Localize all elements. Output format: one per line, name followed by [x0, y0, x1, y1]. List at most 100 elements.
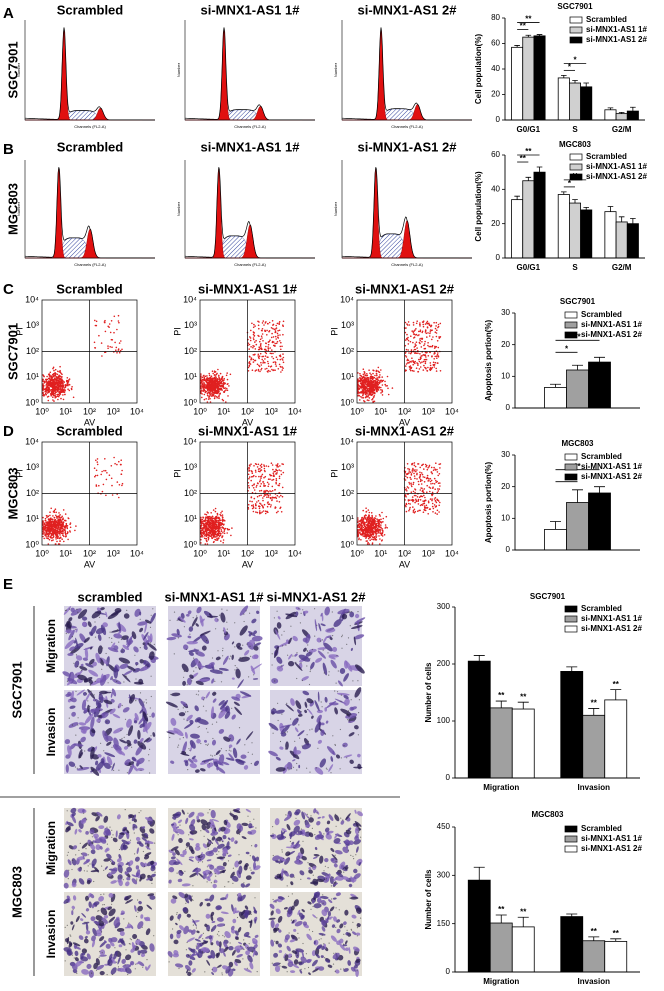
event-dot	[360, 539, 362, 541]
event-dot	[59, 514, 61, 516]
event-dot	[408, 503, 410, 505]
event-dot	[419, 322, 421, 324]
event-dot	[438, 500, 440, 502]
event-dot	[255, 348, 257, 350]
event-dot	[384, 534, 386, 536]
event-dot	[206, 514, 208, 516]
pore	[109, 637, 110, 638]
event-dot	[254, 354, 256, 356]
event-dot	[277, 485, 279, 487]
pore	[352, 680, 353, 681]
event-dot	[409, 483, 411, 485]
pore	[122, 648, 123, 649]
pore	[113, 764, 114, 765]
event-dot	[42, 393, 44, 395]
event-dot	[369, 536, 371, 538]
pore	[150, 707, 151, 708]
event-dot	[204, 525, 206, 527]
event-dot	[256, 485, 258, 487]
event-dot	[419, 325, 421, 327]
event-dot	[250, 480, 252, 482]
event-dot	[103, 470, 105, 472]
event-dot	[364, 516, 366, 518]
event-dot	[260, 343, 262, 345]
event-dot	[64, 520, 66, 522]
pore	[309, 652, 310, 653]
event-dot	[50, 527, 52, 529]
event-dot	[427, 477, 429, 479]
pore	[94, 621, 95, 622]
event-dot	[436, 355, 438, 357]
event-dot	[377, 520, 379, 522]
event-dot	[363, 374, 365, 376]
pore	[191, 680, 192, 681]
x-tick-label: 10⁰	[193, 548, 207, 558]
event-dot	[100, 474, 102, 476]
event-dot	[412, 364, 414, 366]
event-dot	[63, 509, 65, 511]
event-dot	[369, 529, 371, 531]
event-dot	[276, 512, 278, 514]
event-dot	[206, 540, 208, 542]
event-dot	[52, 399, 54, 401]
event-dot	[118, 315, 120, 317]
event-dot	[437, 475, 439, 477]
event-dot	[363, 381, 365, 383]
event-dot	[377, 528, 379, 530]
event-dot	[420, 366, 422, 368]
event-dot	[279, 476, 281, 478]
event-dot	[54, 517, 56, 519]
event-dot	[265, 476, 267, 478]
pore	[121, 651, 122, 652]
event-dot	[59, 366, 61, 368]
event-dot	[379, 532, 381, 534]
event-dot	[408, 510, 410, 512]
event-dot	[369, 520, 371, 522]
event-dot	[408, 362, 410, 364]
event-dot	[423, 468, 425, 470]
event-dot	[96, 470, 98, 472]
event-dot	[214, 381, 216, 383]
event-dot	[427, 507, 429, 509]
pore	[110, 632, 111, 633]
event-dot	[214, 374, 216, 376]
event-dot	[104, 458, 106, 460]
event-dot	[359, 373, 361, 375]
event-dot	[274, 329, 276, 331]
event-dot	[436, 329, 438, 331]
event-dot	[432, 503, 434, 505]
pore	[74, 650, 75, 651]
event-dot	[66, 524, 68, 526]
event-dot	[255, 344, 257, 346]
event-dot	[280, 342, 282, 344]
pore	[111, 642, 112, 643]
event-dot	[56, 526, 58, 528]
event-dot	[431, 329, 433, 331]
event-dot	[415, 349, 417, 351]
event-dot	[57, 378, 59, 380]
event-dot	[251, 323, 253, 325]
column-title: si-MNX1-AS1 2#	[358, 139, 458, 154]
event-dot	[434, 366, 436, 368]
event-dot	[427, 342, 429, 344]
event-dot	[230, 374, 232, 376]
event-dot	[62, 534, 64, 536]
event-dot	[271, 369, 273, 371]
event-dot	[210, 386, 212, 388]
event-dot	[366, 373, 368, 375]
pore	[274, 617, 275, 618]
event-dot	[433, 508, 435, 510]
event-dot	[413, 370, 415, 372]
event-dot	[206, 534, 208, 536]
event-dot	[422, 474, 424, 476]
event-dot	[435, 500, 437, 502]
event-dot	[259, 341, 261, 343]
event-dot	[419, 324, 421, 326]
event-dot	[217, 514, 219, 516]
event-dot	[407, 463, 409, 465]
event-dot	[220, 522, 222, 524]
event-dot	[280, 371, 282, 373]
pore	[306, 665, 307, 666]
event-dot	[434, 353, 436, 355]
event-dot	[409, 507, 411, 509]
